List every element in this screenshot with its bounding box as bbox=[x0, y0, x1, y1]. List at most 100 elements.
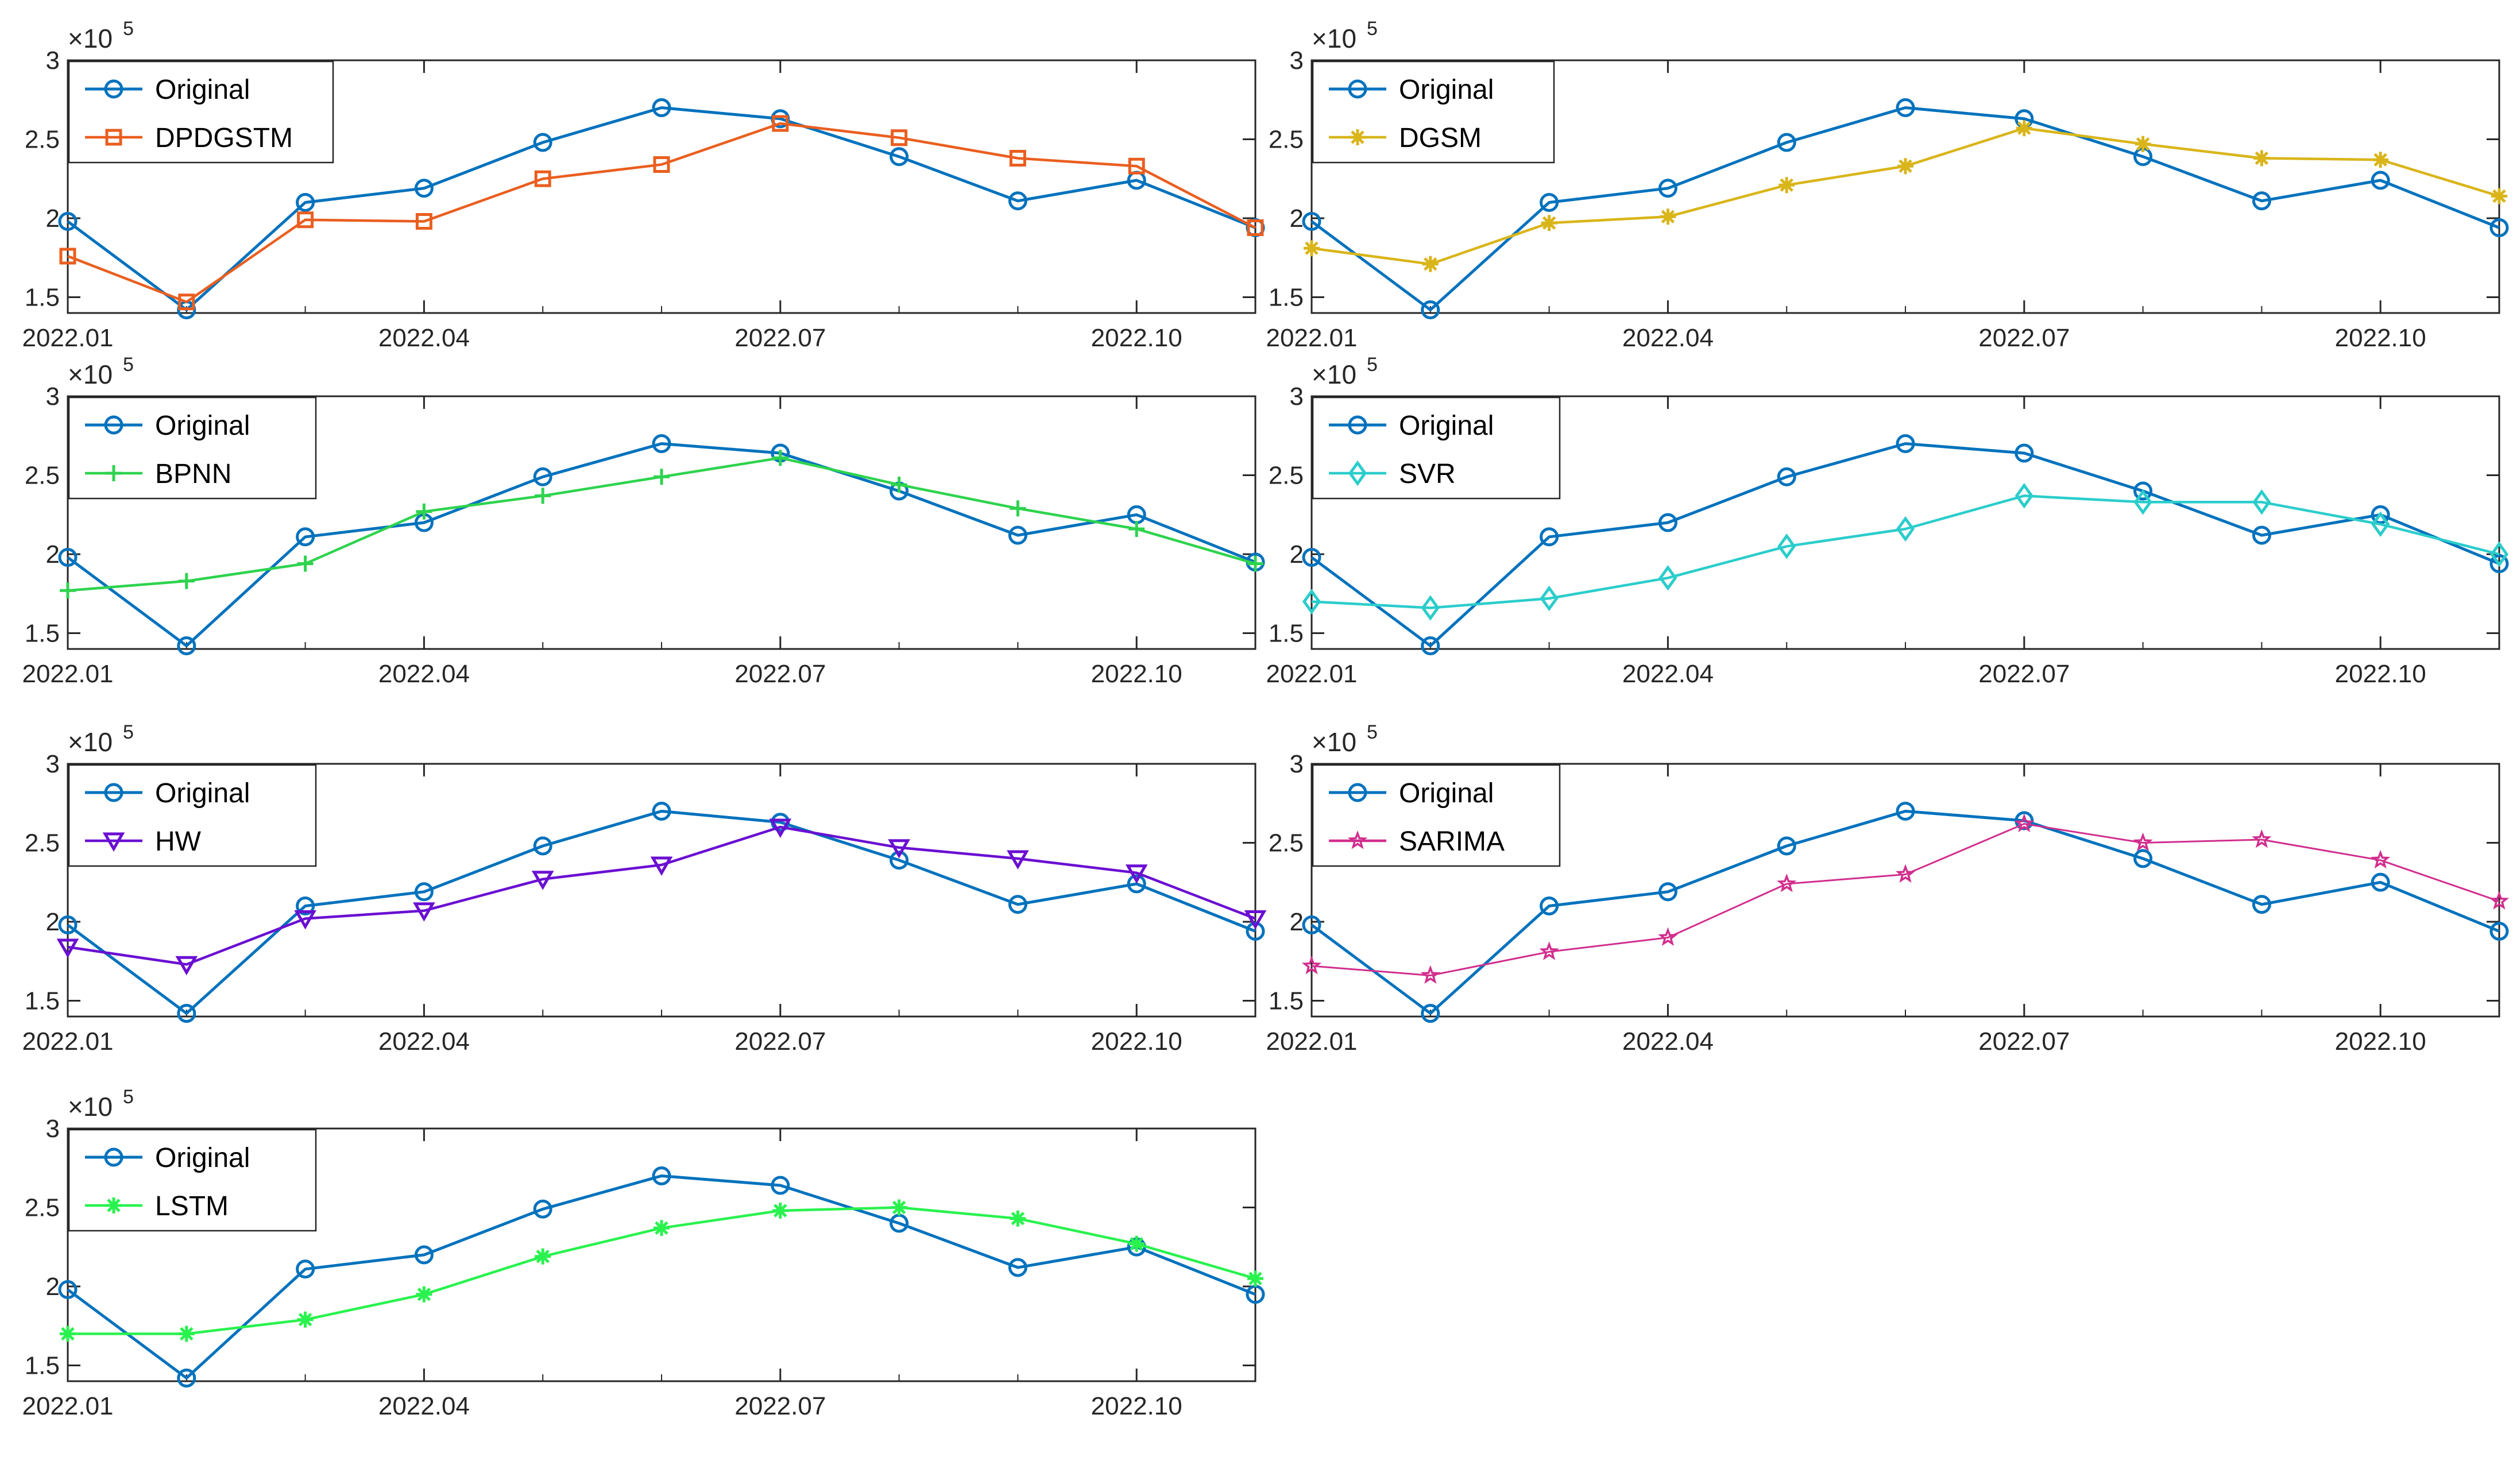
data-point-hw bbox=[888, 839, 910, 859]
y-tick-label: 2 bbox=[46, 1273, 60, 1301]
data-point-original bbox=[2252, 191, 2271, 211]
data-point-sarima bbox=[2252, 829, 2272, 848]
data-point-bpnn bbox=[891, 477, 907, 493]
series-line-original bbox=[1310, 810, 2500, 1015]
legend-marker-original bbox=[104, 783, 123, 802]
y-tick-label: 3 bbox=[46, 750, 60, 778]
series-line-original bbox=[67, 810, 1256, 1015]
data-point-dgsm bbox=[1422, 256, 1439, 272]
data-point-original bbox=[771, 1176, 790, 1195]
x-tick-label: 2022.07 bbox=[734, 660, 826, 688]
data-point-original bbox=[890, 851, 909, 870]
data-point-original bbox=[2489, 554, 2509, 573]
legend-marker-original bbox=[104, 79, 123, 99]
series-line-original bbox=[67, 106, 1256, 311]
legend-box bbox=[68, 1129, 317, 1232]
x-tick-label: 2022.07 bbox=[1978, 660, 2070, 688]
data-point-original bbox=[296, 1259, 315, 1279]
series-line-original bbox=[67, 1174, 1256, 1379]
data-point-sarima bbox=[2014, 813, 2034, 833]
chart-panel-4: 1.5 2 2.5 3 2022.01 2022.04 2022.07 2022.10 ×10 5… bbox=[1266, 354, 2509, 688]
x-tick-label: 2022.10 bbox=[1091, 324, 1182, 352]
data-point-bpnn bbox=[1247, 555, 1263, 572]
data-point-sarima bbox=[2371, 849, 2391, 869]
data-point-lstm bbox=[416, 1286, 432, 1303]
data-point-original bbox=[1540, 896, 1559, 915]
data-point-original bbox=[2252, 525, 2271, 545]
x-tick-label: 2022.10 bbox=[2335, 1027, 2426, 1056]
series-line-hw bbox=[67, 825, 1256, 966]
data-point-dpdgstm bbox=[1128, 157, 1145, 175]
legend-label-sarima: SARIMA bbox=[1399, 826, 1505, 857]
y-exponent-label: ×10 bbox=[68, 24, 113, 53]
data-point-dpdgstm bbox=[297, 211, 314, 229]
series-line-original bbox=[1310, 106, 2500, 311]
legend-label-original: Original bbox=[155, 1143, 250, 1173]
data-point-hw bbox=[1244, 910, 1267, 930]
legend-marker-dgsm bbox=[1350, 129, 1366, 145]
y-exponent-superscript: 5 bbox=[123, 1086, 134, 1108]
data-point-original bbox=[1896, 802, 1915, 821]
y-exponent-superscript: 5 bbox=[1367, 354, 1378, 376]
data-point-sarima bbox=[1895, 864, 1916, 883]
legend-label-dpdgstm: DPDGSTM bbox=[155, 123, 293, 153]
y-tick-label: 2 bbox=[1290, 908, 1304, 936]
x-tick-label: 2022.07 bbox=[734, 324, 826, 352]
data-point-sarima bbox=[2489, 891, 2510, 910]
data-point-svr bbox=[2252, 489, 2271, 515]
data-point-original bbox=[533, 133, 552, 152]
y-exponent-superscript: 5 bbox=[1367, 18, 1378, 40]
data-point-svr bbox=[1540, 585, 1559, 612]
y-tick-label: 1.5 bbox=[25, 987, 60, 1015]
data-point-hw bbox=[531, 871, 554, 890]
data-point-dpdgstm bbox=[59, 248, 76, 265]
data-point-original bbox=[2489, 218, 2509, 237]
y-tick-label: 3 bbox=[1290, 47, 1304, 75]
data-point-dgsm bbox=[1779, 177, 1795, 194]
y-tick-label: 2 bbox=[46, 540, 60, 569]
data-point-original bbox=[533, 1199, 552, 1219]
x-tick-label: 2022.04 bbox=[1622, 324, 1714, 352]
data-point-original bbox=[533, 836, 552, 856]
chart-panel-3: 1.5 2 2.5 3 2022.01 2022.04 2022.07 2022.10 ×10 5… bbox=[22, 354, 1265, 688]
x-tick-label: 2022.10 bbox=[2335, 324, 2426, 352]
data-point-hw bbox=[56, 938, 79, 959]
y-exponent-label: ×10 bbox=[68, 360, 113, 389]
data-point-original bbox=[1421, 636, 1440, 655]
legend-label-lstm: LSTM bbox=[155, 1191, 229, 1222]
x-tick-label: 2022.04 bbox=[378, 1392, 470, 1420]
data-point-sarima bbox=[1539, 941, 1559, 960]
data-point-svr bbox=[2015, 482, 2033, 509]
data-point-original bbox=[58, 1280, 78, 1299]
y-tick-label: 1.5 bbox=[1269, 987, 1304, 1015]
data-point-hw bbox=[294, 910, 316, 930]
legend-marker-bpnn bbox=[106, 465, 122, 481]
data-point-lstm bbox=[772, 1203, 788, 1219]
series-line-dpdgstm bbox=[67, 122, 1256, 304]
legend-label-original: Original bbox=[1399, 411, 1494, 441]
data-point-dgsm bbox=[2491, 188, 2507, 204]
data-point-svr bbox=[2489, 541, 2509, 567]
data-point-original bbox=[1777, 133, 1796, 152]
data-point-original bbox=[2015, 443, 2034, 463]
x-tick-label: 2022.01 bbox=[22, 660, 113, 688]
y-exponent-superscript: 5 bbox=[123, 18, 134, 40]
data-point-svr bbox=[1777, 533, 1796, 559]
data-point-original bbox=[296, 896, 315, 915]
y-tick-label: 2.5 bbox=[1269, 462, 1304, 490]
y-exponent-label: ×10 bbox=[68, 727, 113, 757]
data-point-sarima bbox=[1777, 873, 1797, 892]
x-tick-label: 2022.01 bbox=[22, 324, 113, 352]
y-tick-label: 2 bbox=[46, 204, 60, 233]
data-point-original bbox=[1008, 895, 1027, 914]
data-point-original bbox=[58, 915, 78, 934]
x-tick-label: 2022.10 bbox=[1091, 660, 1182, 688]
data-point-dpdgstm bbox=[1247, 219, 1264, 236]
data-point-bpnn bbox=[416, 503, 432, 520]
series-line-svr bbox=[1311, 494, 2500, 609]
chart-panel-6: 1.5 2 2.5 3 2022.01 2022.04 2022.07 2022.10 ×10 5… bbox=[1266, 721, 2510, 1056]
legend-marker-lstm bbox=[106, 1197, 122, 1214]
x-tick-label: 2022.01 bbox=[1266, 660, 1357, 688]
chart-panel-5: 1.5 2 2.5 3 2022.01 2022.04 2022.07 2022.10 ×10 5… bbox=[22, 721, 1267, 1056]
